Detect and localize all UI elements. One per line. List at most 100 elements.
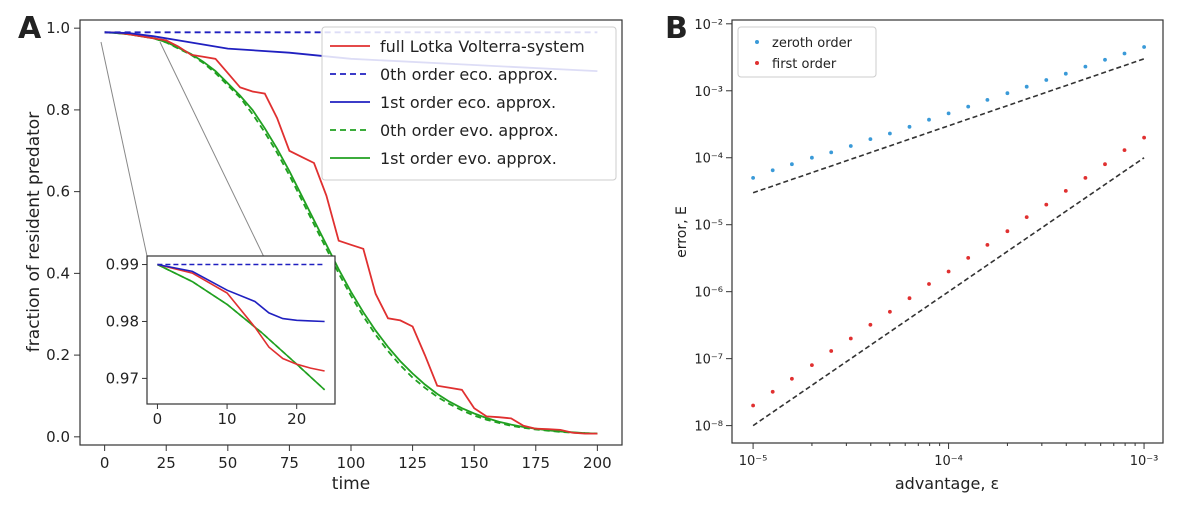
legend-marker [755, 61, 759, 65]
scatter-point [1084, 65, 1088, 69]
b-y-tick-label: 10⁻⁵ [694, 219, 723, 234]
inset-x-tick-label: 10 [218, 410, 237, 428]
scatter-point [869, 323, 873, 327]
scatter-point [751, 176, 755, 180]
y-tick-label: 0.4 [46, 264, 70, 282]
scatter-point [986, 243, 990, 247]
b-y-tick-label: 10⁻⁶ [694, 286, 723, 301]
y-tick-label: 1.0 [46, 19, 70, 37]
inset-x-tick-label: 0 [153, 410, 163, 428]
scatter-point [869, 137, 873, 141]
panel-a: A 0 25 50 75 100 125 150 175 200 0.00.20.40.60.8… [18, 11, 622, 494]
legend-label: 0th order evo. approx. [380, 121, 559, 140]
legend-label: 1st order evo. approx. [380, 149, 557, 168]
scatter-point [1142, 136, 1146, 140]
b-y-tick-label: 10⁻⁷ [694, 353, 723, 368]
x-tick-label: 200 [583, 454, 612, 472]
scatter-point [771, 390, 775, 394]
legend-label: full Lotka Volterra-system [380, 37, 585, 56]
scatter-point [1064, 189, 1068, 193]
scatter-point [810, 363, 814, 367]
scatter-point [888, 132, 892, 136]
x-tick-label: 175 [521, 454, 550, 472]
panel-b-x-ticks: 10⁻⁵ 10⁻⁴ 10⁻³ [739, 443, 1159, 469]
panel-b-series [751, 45, 1146, 426]
scatter-point [986, 98, 990, 102]
scatter-point [1025, 215, 1029, 219]
zoom-connector-left [101, 42, 147, 256]
scatter-point [1142, 45, 1146, 49]
panel-b-y-ticks: 10⁻⁸ 10⁻⁷ 10⁻⁶ 10⁻⁵ 10⁻⁴ 10⁻³ 10⁻² [694, 18, 732, 435]
inset-y-tick-label: 0.97 [106, 369, 139, 387]
scatter-point [927, 282, 931, 286]
x-tick-label: 0 [100, 454, 110, 472]
panel-a-label: A [18, 11, 42, 46]
x-tick-label: 150 [460, 454, 489, 472]
b-y-tick-label: 10⁻² [694, 18, 723, 33]
panel-b-axes-frame [732, 20, 1163, 443]
x-tick-label: 125 [398, 454, 427, 472]
scatter-point [810, 156, 814, 160]
b-x-tick-label: 10⁻³ [1130, 454, 1159, 469]
scatter-point [1025, 85, 1029, 89]
panel-b-legend: zeroth order first order [738, 27, 876, 77]
x-tick-label: 50 [218, 454, 237, 472]
panel-b: B 10⁻⁵ 10⁻⁴ 10⁻³ 10⁻⁸10⁻⁷10⁻⁶10⁻⁵10⁻⁴10⁻³1… [665, 11, 1163, 493]
panel-b-y-axis-label: error, E [674, 206, 690, 258]
scatter-point [927, 118, 931, 122]
y-tick-label: 0.0 [46, 428, 70, 446]
inset: 0 10 20 0.97 0.98 0.99 [106, 256, 335, 428]
x-tick-label: 75 [280, 454, 299, 472]
y-tick-label: 0.6 [46, 183, 70, 201]
scatter-point [1103, 162, 1107, 166]
scatter-point [947, 112, 951, 116]
panel-a-x-axis-label: time [332, 474, 370, 494]
scatter-point [908, 296, 912, 300]
legend-label: 0th order eco. approx. [380, 65, 558, 84]
b-x-tick-label: 10⁻⁴ [934, 454, 963, 469]
scatter-point [908, 125, 912, 129]
inset-frame [147, 256, 335, 404]
scatter-point [790, 162, 794, 166]
scatter-point [888, 310, 892, 314]
y-tick-label: 0.2 [46, 346, 70, 364]
legend-label: 1st order eco. approx. [380, 93, 556, 112]
reference-line-3 [753, 158, 1144, 426]
scatter-point [1044, 78, 1048, 82]
scatter-point [1006, 229, 1010, 233]
x-tick-label: 25 [157, 454, 176, 472]
scatter-point [966, 105, 970, 109]
y-tick-label: 0.8 [46, 101, 70, 119]
b-y-tick-label: 10⁻³ [694, 85, 723, 100]
panel-a-legend: full Lotka Volterra-system 0th order eco.… [322, 27, 616, 180]
scatter-point [1123, 148, 1127, 152]
panel-b-label: B [665, 11, 688, 46]
scatter-point [1044, 203, 1048, 207]
legend-marker [755, 40, 759, 44]
scatter-point [1103, 58, 1107, 62]
scatter-point [849, 337, 853, 341]
scatter-point [829, 151, 833, 155]
b-y-tick-label: 10⁻⁴ [694, 152, 723, 167]
reference-line-2 [753, 59, 1144, 193]
scatter-point [771, 168, 775, 172]
scatter-point [849, 144, 853, 148]
scatter-point [1123, 52, 1127, 56]
scatter-point [829, 349, 833, 353]
legend-label: zeroth order [772, 36, 853, 51]
inset-y-tick-label: 0.99 [106, 256, 139, 274]
panel-b-x-axis-label: advantage, ε [895, 474, 999, 493]
scatter-point [966, 256, 970, 260]
scatter-point [790, 377, 794, 381]
b-x-tick-label: 10⁻⁵ [739, 454, 768, 469]
inset-x-tick-label: 20 [287, 410, 306, 428]
panel-a-y-ticks: 0.0 0.2 0.4 0.6 0.8 1.0 [46, 19, 80, 446]
x-tick-label: 100 [337, 454, 366, 472]
scatter-point [1064, 72, 1068, 76]
scatter-point [751, 404, 755, 408]
scatter-point [1006, 91, 1010, 95]
panel-a-x-ticks: 0 25 50 75 100 125 150 175 200 [100, 445, 612, 472]
legend-label: first order [772, 57, 837, 72]
inset-y-tick-label: 0.98 [106, 312, 139, 330]
scatter-point [1084, 176, 1088, 180]
